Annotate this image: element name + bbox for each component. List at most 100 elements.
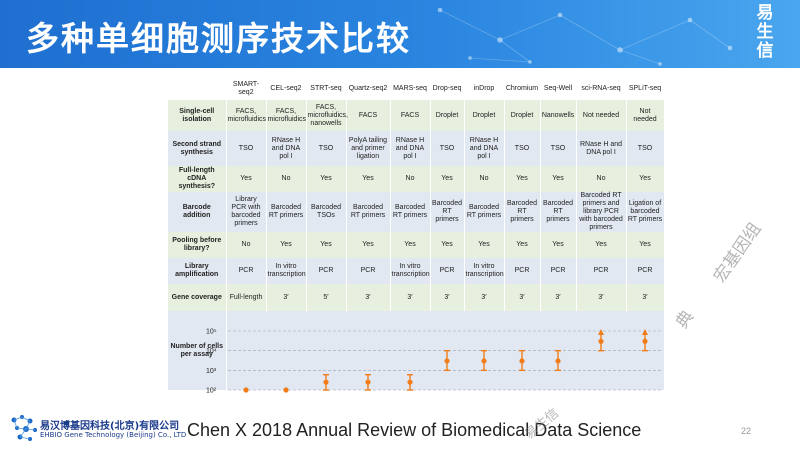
data-point	[407, 379, 413, 385]
table-cell: No	[266, 166, 307, 192]
table-cell: In vitro transcription	[266, 258, 307, 284]
data-point	[555, 358, 561, 364]
data-point	[365, 379, 371, 385]
table-cell: 3′	[576, 284, 627, 311]
data-point	[283, 387, 289, 393]
table-cell: Barcoded RT primers	[266, 192, 307, 232]
corner-cell	[168, 78, 227, 100]
table-cell: PCR	[306, 258, 347, 284]
table-cell: PCR	[346, 258, 391, 284]
table-cell: 3′	[346, 284, 391, 311]
data-point	[323, 379, 329, 385]
table-cell: Droplet	[504, 100, 541, 131]
table-cell: Yes	[626, 232, 665, 258]
table-cell: 3′	[390, 284, 431, 311]
table-cell: RNase H and DNA pol I	[266, 131, 307, 166]
table-cell: Yes	[540, 166, 577, 192]
table-cell: 3′	[504, 284, 541, 311]
table-cell: Yes	[390, 232, 431, 258]
table-cell: No	[226, 232, 267, 258]
table-cell: Yes	[266, 232, 307, 258]
table-cell: Library PCR with barcoded primers	[226, 192, 267, 232]
table-cell: PolyA tailing and primer ligation	[346, 131, 391, 166]
table-cell: In vitro transcription	[464, 258, 505, 284]
table-cell: PCR	[430, 258, 465, 284]
table-cell: RNase H and DNA pol I	[576, 131, 627, 166]
data-point	[243, 387, 249, 393]
table-cell: Barcoded RT primers	[504, 192, 541, 232]
table-cell: Droplet	[464, 100, 505, 131]
table-cell: Yes	[306, 166, 347, 192]
method-header: sci-RNA-seq	[576, 78, 627, 100]
table-cell: Barcoded RT primers	[540, 192, 577, 232]
table-row: Full-length cDNA synthesis? Yes No Yes Y…	[168, 166, 665, 192]
data-point	[481, 358, 487, 364]
chart-ylabel: Number of cells per assay	[168, 311, 227, 390]
table-cell: Yes	[464, 232, 505, 258]
table-cell: Barcoded TSOs	[306, 192, 347, 232]
table-cell: Yes	[504, 232, 541, 258]
comparison-figure: SMART-seq2 CEL-seq2 STRT-seq Quartz-seq2…	[168, 78, 665, 406]
table-cell: FACS, microfluidics	[226, 100, 267, 131]
table-cell: No	[576, 166, 627, 192]
data-point	[598, 338, 604, 344]
table-cell: 3′	[464, 284, 505, 311]
row-label: Gene coverage	[168, 284, 227, 311]
table-cell: TSO	[430, 131, 465, 166]
table-cell: Yes	[576, 232, 627, 258]
table-cell: TSO	[626, 131, 665, 166]
table-cell: Barcoded RT primers	[464, 192, 505, 232]
watermark: 典	[672, 306, 699, 333]
table-cell: 3′	[540, 284, 577, 311]
row-label: Single-cell isolation	[168, 100, 227, 131]
table-cell: Barcoded RT primers	[346, 192, 391, 232]
citation: Chen X 2018 Annual Review of Biomedical …	[187, 420, 642, 440]
table-row: Second strand synthesis TSO RNase H and …	[168, 131, 665, 166]
brand-logo: 易 生 信	[742, 4, 788, 61]
method-header: STRT-seq	[306, 78, 347, 100]
table-cell: Ligation of barcoded RT primers	[626, 192, 665, 232]
table-cell: 5′	[306, 284, 347, 311]
method-header: MARS-seq	[390, 78, 431, 100]
table-cell: Yes	[346, 166, 391, 192]
data-point	[519, 358, 525, 364]
table-cell: No	[464, 166, 505, 192]
table-cell: Barcoded RT primers	[430, 192, 465, 232]
y-tick-label: 10⁵	[206, 329, 217, 336]
row-label: Full-length cDNA synthesis?	[168, 166, 227, 192]
table-cell: Yes	[430, 166, 465, 192]
table-cell: Yes	[504, 166, 541, 192]
title-bar: 多种单细胞测序技术比较 易 生 信	[0, 0, 800, 68]
table-cell: Yes	[540, 232, 577, 258]
table-row: Barcode addition Library PCR with barcod…	[168, 192, 665, 232]
method-header: Drop-seq	[430, 78, 465, 100]
table-cell: TSO	[504, 131, 541, 166]
network-pattern-icon	[437, 7, 733, 66]
row-label: Second strand synthesis	[168, 131, 227, 166]
table-cell: Yes	[430, 232, 465, 258]
company-name-cn: 易汉博基因科技(北京)有限公司	[40, 421, 180, 432]
table-cell: Yes	[306, 232, 347, 258]
range-arrow	[598, 329, 604, 335]
table-cell: TSO	[226, 131, 267, 166]
page-title: 多种单细胞测序技术比较	[26, 19, 411, 58]
table-cell: Nanowells	[540, 100, 577, 131]
method-header: Chromium	[504, 78, 541, 100]
table-row: Library amplification PCR In vitro trans…	[168, 258, 665, 284]
method-header: Quartz-seq2	[346, 78, 391, 100]
table-cell: PCR	[576, 258, 627, 284]
method-header: SPLiT-seq	[626, 78, 665, 100]
table-cell: TSO	[540, 131, 577, 166]
table-cell: PCR	[504, 258, 541, 284]
range-arrow	[642, 329, 648, 335]
table-cell: Not needed	[576, 100, 627, 131]
data-point	[444, 358, 450, 364]
table-cell: Yes	[346, 232, 391, 258]
company-logo-icon	[11, 415, 37, 441]
cells-chart: 10² 10³ 10⁴ 10⁵	[206, 329, 662, 395]
table-cell: PCR	[540, 258, 577, 284]
table-cell: PCR	[226, 258, 267, 284]
row-label: Pooling before library?	[168, 232, 227, 258]
company-name-en: EHBIO Gene Technology (Beijing) Co., LTD	[40, 431, 187, 439]
table-row: Pooling before library? No Yes Yes Yes Y…	[168, 232, 665, 258]
